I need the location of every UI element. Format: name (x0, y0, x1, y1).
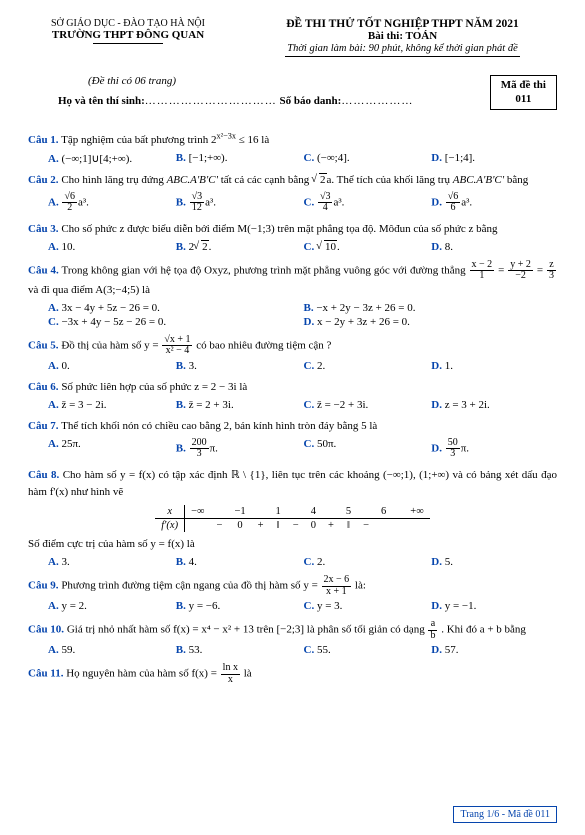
exam-page: SỞ GIÁO DỤC - ĐÀO TẠO HÀ NỘI TRƯỜNG THPT… (0, 0, 585, 835)
q-num: Câu 1. (28, 134, 59, 146)
choices-4: A. 3x − 4y + 5z − 26 = 0. B. −x + 2y − 3… (46, 301, 557, 329)
sign-table: x −∞ −1 1 4 5 6 +∞ f'(x) − 0 + ‖ − 0 + ‖ (155, 505, 429, 532)
code-label: Mã đề thi (501, 78, 546, 92)
choice-c: C. √34a³. (302, 191, 430, 215)
choice-a: A. 25π. (46, 437, 174, 461)
pages-note: (Đề thi có 06 trang) (88, 75, 490, 87)
choices-2: A. √62a³. B. √312a³. C. √34a³. D. √66a³. (46, 191, 557, 215)
choice-b: B. −x + 2y − 3z + 26 = 0. (302, 301, 558, 315)
exam-subject: Bài thi: TOÁN (248, 30, 557, 42)
header: SỞ GIÁO DỤC - ĐÀO TẠO HÀ NỘI TRƯỜNG THPT… (28, 18, 557, 57)
q-num: Câu 2. (28, 174, 59, 186)
choice-d: D. x − 2y + 3z + 26 = 0. (302, 315, 558, 329)
choice-b: B. 53. (174, 643, 302, 657)
choices-10: A. 59. B. 53. C. 55. D. 57. (46, 643, 557, 657)
question-9: Câu 9. Phương trình đường tiệm cận ngang… (28, 575, 557, 597)
choice-a: A. 10. (46, 240, 174, 254)
question-11: Câu 11. Họ nguyên hàm của hàm số f(x) = … (28, 663, 557, 685)
content: Câu 1. Tập nghiệm của bất phương trình 2… (28, 132, 557, 685)
dots: …………………………… (145, 95, 277, 107)
choices-3: A. 10. B. 22. C. 10. D. 8. (46, 240, 557, 254)
q-exp: x²−3x (216, 131, 236, 140)
q-text: ≤ 16 là (239, 134, 269, 146)
question-1: Câu 1. Tập nghiệm của bất phương trình 2… (28, 132, 557, 149)
choice-b: B. z̄ = 2 + 3i. (174, 398, 302, 412)
question-8b: Số điểm cực trị của hàm số y = f(x) là (28, 536, 557, 553)
choices-7: A. 25π. B. 2003π. C. 50π. D. 503π. (46, 437, 557, 461)
choice-c: C. 55. (302, 643, 430, 657)
code-value: 011 (501, 92, 546, 106)
choice-b: B. 4. (174, 555, 302, 569)
choice-b: B. 2003π. (174, 437, 302, 461)
q-text: Tập nghiệm của bất phương trình (61, 134, 211, 146)
name-label: Họ và tên thí sinh: (58, 95, 145, 107)
choice-a: A. 0. (46, 359, 174, 373)
meta-left: (Đề thi có 06 trang) Họ và tên thí sinh:… (28, 75, 490, 107)
choice-d: D. 503π. (429, 437, 557, 461)
meta-row: (Đề thi có 06 trang) Họ và tên thí sinh:… (28, 75, 557, 110)
choices-5: A. 0. B. 3. C. 2. D. 1. (46, 359, 557, 373)
choice-c: C. −3x + 4y − 5z − 26 = 0. (46, 315, 302, 329)
choice-d: D. y = −1. (429, 599, 557, 613)
choices-8: A. 3. B. 4. C. 2. D. 5. (46, 555, 557, 569)
exam-time: Thời gian làm bài: 90 phút, không kể thờ… (285, 43, 520, 57)
question-2: Câu 2. Cho hình lăng trụ đứng ABC.A'B'C'… (28, 172, 557, 189)
choices-9: A. y = 2. B. y = −6. C. y = 3. D. y = −1… (46, 599, 557, 613)
choice-c: C. (−∞;4]. (302, 151, 430, 166)
choice-b: B. [−1;+∞). (174, 151, 302, 166)
choice-a: A. 59. (46, 643, 174, 657)
question-4: Câu 4. Trong không gian với hệ tọa độ Ox… (28, 260, 557, 299)
choice-c: C. 2. (302, 555, 430, 569)
choice-b: B. 22. (174, 240, 302, 254)
dots: ……………… (341, 95, 413, 107)
choice-c: C. 50π. (302, 437, 430, 461)
choice-c: C. z̄ = −2 + 3i. (302, 398, 430, 412)
header-right: ĐỀ THI THỬ TỐT NGHIỆP THPT NĂM 2021 Bài … (248, 18, 557, 57)
question-10: Câu 10. Giá trị nhỏ nhất hàm số f(x) = x… (28, 619, 557, 641)
fill-row: Họ và tên thí sinh:…………………………… Số báo da… (58, 95, 490, 107)
question-6: Câu 6. Số phức liên hợp của số phức z = … (28, 379, 557, 396)
exam-title: ĐỀ THI THỬ TỐT NGHIỆP THPT NĂM 2021 (248, 18, 557, 30)
choice-d: D. 5. (429, 555, 557, 569)
choice-a: A. √62a³. (46, 191, 174, 215)
choice-d: D. z = 3 + 2i. (429, 398, 557, 412)
choice-d: D. √66a³. (429, 191, 557, 215)
choice-a: A. 3x − 4y + 5z − 26 = 0. (46, 301, 302, 315)
choice-c: C. y = 3. (302, 599, 430, 613)
choice-a: A. (−∞;1]∪[4;+∞). (46, 151, 174, 166)
page-footer: Trang 1/6 - Mã đề 011 (453, 806, 557, 823)
choice-c: C. 2. (302, 359, 430, 373)
dept: SỞ GIÁO DỤC - ĐÀO TẠO HÀ NỘI (28, 18, 228, 29)
id-label: Số báo danh: (280, 95, 342, 107)
choice-b: B. √312a³. (174, 191, 302, 215)
choices-6: A. z̄ = 3 − 2i. B. z̄ = 2 + 3i. C. z̄ = … (46, 398, 557, 412)
choice-d: D. 1. (429, 359, 557, 373)
choice-a: A. 3. (46, 555, 174, 569)
question-5: Câu 5. Đồ thị của hàm số y = √x + 1x² − … (28, 335, 557, 357)
exam-code-box: Mã đề thi 011 (490, 75, 557, 110)
choice-d: D. [−1;4]. (429, 151, 557, 166)
choice-d: D. 57. (429, 643, 557, 657)
choice-b: B. 3. (174, 359, 302, 373)
choice-a: A. y = 2. (46, 599, 174, 613)
school: TRƯỜNG THPT ĐÔNG QUAN (52, 29, 204, 41)
choice-b: B. y = −6. (174, 599, 302, 613)
choices-1: A. (−∞;1]∪[4;+∞). B. [−1;+∞). C. (−∞;4].… (46, 151, 557, 166)
choice-c: C. 10. (302, 240, 430, 254)
choice-d: D. 8. (429, 240, 557, 254)
header-left: SỞ GIÁO DỤC - ĐÀO TẠO HÀ NỘI TRƯỜNG THPT… (28, 18, 228, 57)
choice-a: A. z̄ = 3 − 2i. (46, 398, 174, 412)
question-3: Câu 3. Cho số phức z được biểu diễn bởi … (28, 221, 557, 238)
question-8: Câu 8. Cho hàm số y = f(x) có tập xác đị… (28, 467, 557, 501)
question-7: Câu 7. Thể tích khối nón có chiều cao bằ… (28, 418, 557, 435)
